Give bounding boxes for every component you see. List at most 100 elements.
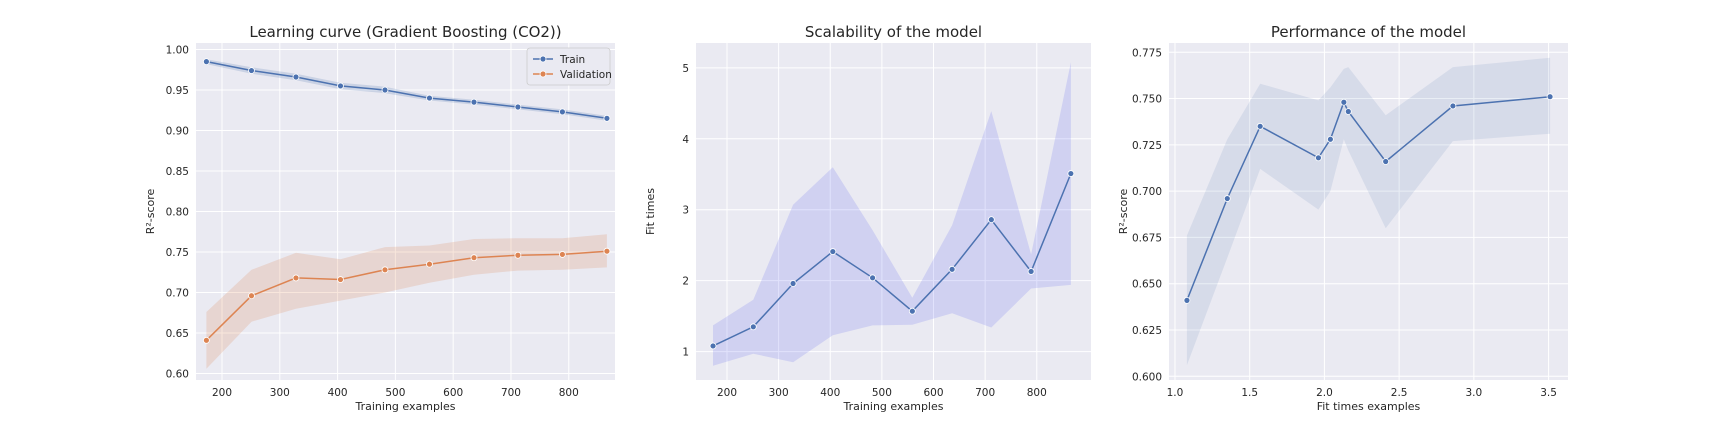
- legend-box: [526, 47, 611, 86]
- data-point: [292, 274, 300, 282]
- data-point: [1183, 296, 1191, 304]
- series-line: [206, 60, 608, 120]
- y-tick-label: 0.95: [166, 85, 189, 97]
- chart-title: Performance of the model: [1271, 23, 1466, 41]
- data-point: [603, 114, 611, 122]
- data-point: [1340, 98, 1348, 106]
- data-point: [1315, 154, 1322, 162]
- y-tick-label: 0.65: [166, 328, 189, 340]
- y-tick-label: 0.625: [1132, 325, 1162, 337]
- x-tick-label: 2.0: [1316, 387, 1333, 399]
- x-tick-label: 800: [1027, 387, 1047, 399]
- y-axis-label: R²-score: [144, 188, 157, 234]
- data-point: [1027, 268, 1035, 275]
- data-point: [426, 260, 433, 268]
- legend-train-marker: [539, 55, 547, 63]
- data-point: [908, 307, 916, 315]
- data-point: [559, 108, 566, 116]
- plot-area: [696, 43, 1091, 380]
- grid: [196, 43, 615, 380]
- plot-marks: [709, 62, 1075, 366]
- y-tick-label: 5: [682, 63, 689, 75]
- y-tick-label: 3: [682, 205, 689, 217]
- y-tick-label: 0.775: [1132, 47, 1162, 59]
- tick-labels: 1.0 1.5 2.0 2.5 3.0 3.5 0.600 0.625 0.650 0.675 0.…: [1132, 47, 1557, 399]
- x-axis-label: Training examples: [355, 400, 456, 413]
- data-point: [514, 103, 522, 111]
- data-point: [1067, 170, 1075, 177]
- x-tick-label: 2.5: [1391, 387, 1408, 399]
- y-tick-label: 0.650: [1132, 279, 1162, 291]
- series-line: [205, 250, 607, 341]
- x-tick-label: 3.5: [1540, 387, 1557, 399]
- x-tick-label: 500: [385, 387, 405, 399]
- data-point: [749, 323, 757, 331]
- data-point: [829, 248, 837, 255]
- learning-curve-panel: 200 300 400 500 600 700 800 0.60 0.65 0.70 0.75 0.8…: [144, 23, 615, 413]
- data-point: [1344, 108, 1352, 115]
- y-tick-label: 0.600: [1132, 371, 1162, 383]
- data-point: [1326, 135, 1334, 143]
- x-tick-label: 600: [443, 387, 463, 399]
- y-axis-label: Fit times: [644, 188, 657, 235]
- plot-marks: [1183, 57, 1554, 366]
- data-point: [514, 251, 522, 259]
- chart-title: Scalability of the model: [805, 23, 982, 41]
- y-tick-label: 1: [682, 347, 689, 359]
- y-tick-label: 0.725: [1132, 140, 1162, 152]
- data-point: [203, 58, 210, 66]
- y-tick-label: 1.00: [166, 44, 189, 56]
- data-point: [1256, 122, 1264, 130]
- y-tick-label: 0.70: [166, 288, 189, 300]
- tick-labels: 200 300 400 500 600 700 800 0.60 0.65 0.70 0.75 0.8…: [166, 44, 579, 399]
- data-point: [987, 216, 995, 224]
- x-tick-label: 400: [328, 387, 348, 399]
- data-point: [248, 67, 255, 74]
- data-point: [470, 254, 478, 262]
- y-tick-label: 0.80: [166, 207, 189, 219]
- grid: [1169, 43, 1568, 380]
- data-point: [381, 266, 389, 274]
- data-point: [559, 251, 566, 258]
- confidence-band: [206, 234, 607, 369]
- x-tick-label: 200: [717, 387, 737, 399]
- x-tick-label: 200: [212, 387, 232, 399]
- x-tick-label: 300: [270, 387, 290, 399]
- data-point: [337, 276, 344, 283]
- x-tick-label: 400: [820, 387, 840, 399]
- data-point: [203, 336, 210, 344]
- legend-validation-label: Validation: [560, 69, 612, 81]
- data-point: [248, 292, 255, 300]
- x-axis-label: Training examples: [843, 400, 944, 413]
- data-point: [1382, 158, 1390, 165]
- scalability-panel: 200 300 400 500 600 700 800 1 2 3 4 5 Scalability o…: [644, 23, 1091, 413]
- data-point: [948, 265, 956, 273]
- legend-validation-marker: [539, 70, 547, 78]
- x-tick-label: 800: [559, 387, 579, 399]
- y-tick-label: 0.75: [166, 247, 189, 259]
- data-point: [1449, 102, 1457, 110]
- data-point: [603, 247, 611, 255]
- chart-title: Learning curve (Gradient Boosting (CO2)): [249, 23, 561, 41]
- y-axis-label: R²-score: [1117, 188, 1130, 234]
- y-tick-label: 0.90: [166, 125, 189, 137]
- y-tick-label: 4: [682, 134, 689, 146]
- data-point: [292, 73, 300, 81]
- x-tick-label: 3.0: [1466, 387, 1483, 399]
- grid: [696, 43, 1091, 380]
- data-point: [709, 342, 717, 350]
- plot-area: [1169, 43, 1568, 380]
- y-tick-label: 0.85: [166, 166, 189, 178]
- y-tick-label: 0.700: [1132, 186, 1162, 198]
- confidence-band: [1186, 57, 1551, 366]
- tick-labels: 200 300 400 500 600 700 800 1 2 3 4 5: [682, 63, 1046, 399]
- data-point: [869, 274, 876, 282]
- legend-train-label: Train: [559, 54, 585, 66]
- x-tick-label: 700: [501, 387, 521, 399]
- data-point: [1546, 93, 1554, 101]
- x-tick-label: 700: [975, 387, 995, 399]
- data-point: [381, 86, 389, 94]
- legend: Train Validation: [526, 47, 612, 86]
- plot-marks: [203, 58, 611, 369]
